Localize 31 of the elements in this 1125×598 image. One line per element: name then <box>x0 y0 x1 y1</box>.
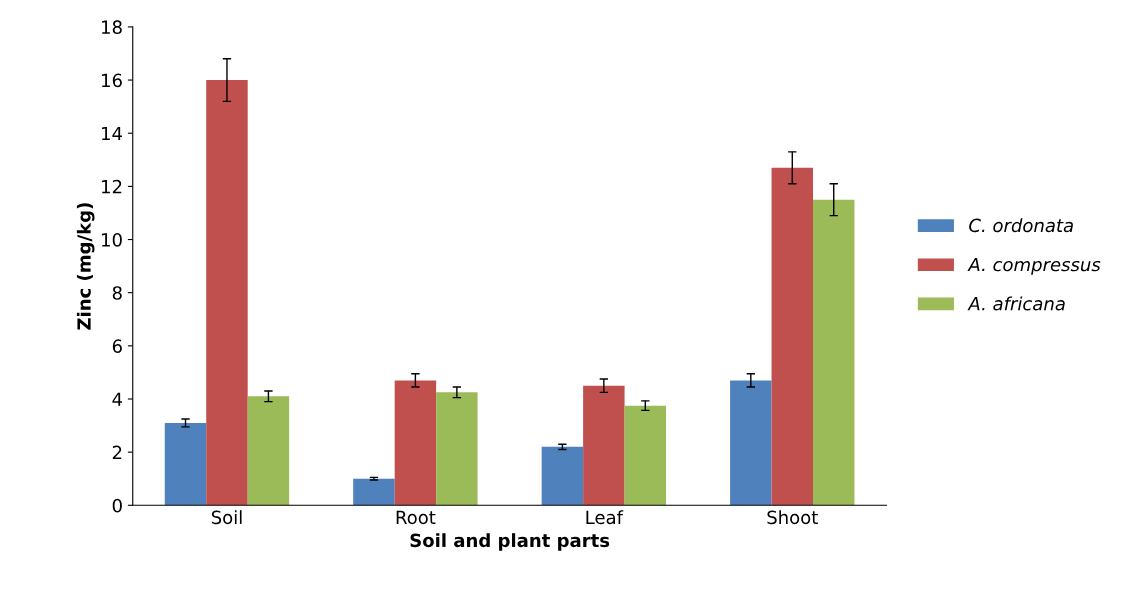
y-tick-label: 2 <box>112 445 122 460</box>
bar <box>436 392 478 506</box>
bar <box>583 385 625 506</box>
bar <box>164 422 207 506</box>
bar <box>353 478 395 506</box>
y-tick-label: 8 <box>112 286 122 300</box>
legend-label: A. africana <box>967 296 1065 311</box>
y-tick-label: 0 <box>112 498 122 513</box>
y-axis-title: Zinc (mg/kg) <box>76 203 95 330</box>
x-tick-label: Leaf <box>586 510 624 525</box>
x-tick-label: Shoot <box>767 510 818 525</box>
y-tick-label: 10 <box>102 232 122 247</box>
bar <box>247 396 290 506</box>
y-tick-label: 4 <box>112 392 123 406</box>
y-tick-label: 12 <box>102 179 122 194</box>
bar <box>771 167 814 506</box>
bar <box>624 405 667 506</box>
y-tick-label: 6 <box>112 339 122 353</box>
bar <box>541 446 584 506</box>
x-tick-label: Soil <box>211 510 242 525</box>
x-tick-label: Root <box>396 510 436 525</box>
y-tick-label: 14 <box>102 126 123 141</box>
y-tick-label: 16 <box>102 73 122 88</box>
legend-label: C. ordonata <box>969 218 1073 233</box>
bar <box>730 380 772 506</box>
y-tick-label: 18 <box>102 20 122 35</box>
x-axis-title: Soil and plant parts <box>410 533 610 551</box>
bar <box>206 80 248 506</box>
legend-label: A. compressus <box>967 257 1101 275</box>
bar <box>394 380 437 506</box>
bar <box>813 199 855 506</box>
